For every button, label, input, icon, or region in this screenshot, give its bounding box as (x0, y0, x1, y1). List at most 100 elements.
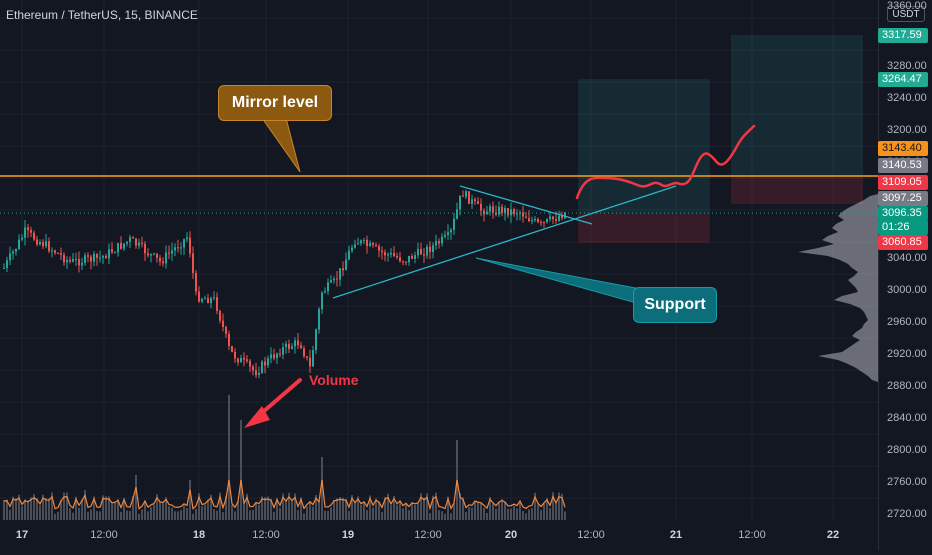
candle-body (180, 247, 182, 249)
volume-bar (540, 510, 542, 520)
volume-bar (102, 495, 104, 520)
candle-body (189, 237, 191, 254)
candle-body (231, 346, 233, 352)
volume-bar (432, 495, 434, 520)
volume-bar (105, 496, 107, 520)
volume-bar (288, 492, 290, 520)
volume-bar (51, 492, 53, 520)
volume-bar (306, 506, 308, 520)
currency-badge[interactable]: USDT (887, 6, 925, 22)
volume-bar (123, 497, 125, 520)
candle-body (360, 240, 362, 244)
volume-bar (147, 511, 149, 520)
volume-bar (153, 504, 155, 520)
volume-bar (189, 480, 191, 520)
volume-bar (267, 496, 269, 520)
candle-body (213, 297, 215, 299)
candle-body (147, 253, 149, 256)
volume-bar (501, 499, 503, 520)
price-tag: 3060.85 (878, 235, 928, 250)
volume-bar (402, 508, 404, 520)
candle-body (108, 249, 110, 259)
price-tag: 01:26 (878, 220, 928, 235)
volume-bar (66, 492, 68, 520)
candle-body (234, 351, 236, 359)
candle-body (327, 282, 329, 292)
volume-bar (138, 513, 140, 520)
volume-bar (480, 503, 482, 520)
volume-bar (96, 511, 98, 520)
volume-bar (225, 495, 227, 520)
volume-bar (513, 505, 515, 520)
candle-body (15, 249, 17, 252)
support-callout: Support (633, 287, 717, 323)
volume-bar (522, 510, 524, 520)
candle-body (60, 253, 62, 255)
volume-bar (27, 501, 29, 520)
candle-body (39, 242, 41, 245)
candle-body (69, 259, 71, 262)
volume-bar (510, 508, 512, 520)
candle-body (351, 247, 353, 251)
candle-body (501, 206, 503, 214)
volume-bar (90, 509, 92, 520)
symbol-title[interactable]: Ethereum / TetherUS, 15, BINANCE (6, 8, 198, 22)
volume-bar (387, 493, 389, 520)
price-tag: 3096.35 (878, 206, 928, 221)
candle-body (456, 209, 458, 219)
volume-bar (222, 512, 224, 520)
volume-bar (42, 494, 44, 520)
volume-bar (111, 503, 113, 520)
support-trendline (332, 185, 677, 299)
price-tag: 3143.40 (878, 141, 928, 156)
volume-bar (261, 496, 263, 520)
volume-bar (351, 495, 353, 520)
candle-body (348, 250, 350, 260)
candle-body (354, 244, 356, 248)
volume-bar (270, 498, 272, 520)
candle-body (114, 252, 116, 254)
price-tick: 2840.00 (887, 412, 927, 424)
volume-bar (24, 499, 26, 520)
candle-body (93, 253, 95, 262)
price-tick: 3040.00 (887, 252, 927, 264)
candle-body (516, 213, 518, 215)
volume-bar (450, 513, 452, 520)
candle-body (240, 358, 242, 363)
candle-body (366, 239, 368, 247)
volume-bar (363, 501, 365, 520)
volume-bar (246, 493, 248, 520)
volume-bar (462, 497, 464, 520)
candle-body (258, 372, 260, 375)
volume-bar (414, 504, 416, 520)
candle-body (156, 253, 158, 258)
volume-bar (504, 502, 506, 520)
volume-bar (75, 496, 77, 520)
candle-body (543, 222, 545, 224)
support-callout-pointer (475, 257, 647, 305)
candle-body (480, 203, 482, 211)
candle-body (369, 243, 371, 247)
price-tag: 3097.25 (878, 191, 928, 206)
price-axis[interactable] (878, 0, 932, 550)
volume-bar (117, 499, 119, 520)
candle-body (153, 253, 155, 255)
candle-body (315, 329, 317, 351)
volume-bar (417, 503, 419, 520)
volume-bar (516, 508, 518, 520)
candle-body (513, 209, 515, 215)
volume-bar (6, 499, 8, 520)
volume-bar (12, 496, 14, 520)
mirror-callout-pointer (261, 117, 301, 173)
candle-body (435, 241, 437, 246)
volume-bar (507, 508, 509, 520)
candle-body (303, 348, 305, 357)
candle-body (423, 254, 425, 256)
volume-bar (426, 493, 428, 520)
volume-bar (453, 503, 455, 520)
time-tick: 22 (826, 529, 840, 541)
candle-body (48, 241, 50, 252)
candle-body (183, 239, 185, 248)
